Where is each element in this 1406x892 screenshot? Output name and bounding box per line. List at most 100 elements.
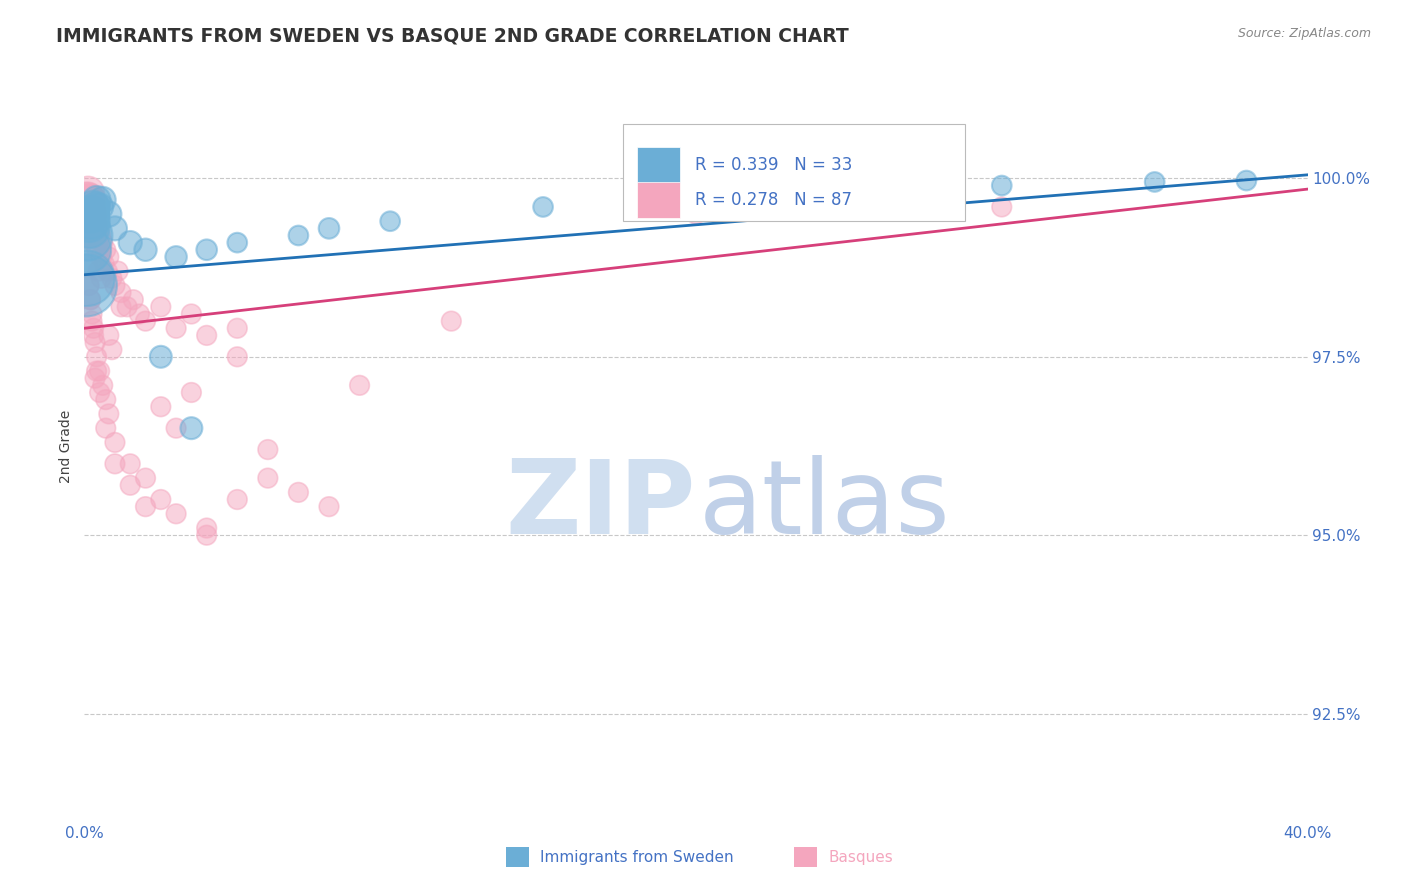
Point bbox=[120, 457, 142, 471]
Point bbox=[104, 435, 127, 450]
Point bbox=[79, 221, 101, 235]
Point bbox=[104, 221, 127, 235]
Point bbox=[77, 200, 100, 214]
Point bbox=[93, 257, 115, 271]
Point bbox=[149, 300, 172, 314]
Point bbox=[77, 278, 100, 293]
Point bbox=[180, 307, 202, 321]
Bar bbox=[637, 182, 681, 218]
Point bbox=[89, 364, 111, 378]
Point bbox=[76, 257, 98, 271]
Point bbox=[77, 193, 100, 207]
Point bbox=[1236, 173, 1258, 187]
Point bbox=[101, 271, 124, 285]
Point bbox=[180, 385, 202, 400]
Point bbox=[165, 250, 187, 264]
Point bbox=[94, 392, 117, 407]
Point bbox=[94, 243, 117, 257]
Point bbox=[82, 221, 104, 235]
Point bbox=[91, 193, 114, 207]
Point bbox=[91, 378, 114, 392]
FancyBboxPatch shape bbox=[623, 124, 965, 221]
Point bbox=[97, 250, 120, 264]
Text: ZIP: ZIP bbox=[506, 456, 696, 557]
Point bbox=[195, 328, 218, 343]
Point bbox=[97, 207, 120, 221]
Point bbox=[115, 300, 138, 314]
Point bbox=[135, 471, 157, 485]
Point bbox=[226, 321, 249, 335]
Point bbox=[104, 457, 127, 471]
Text: IMMIGRANTS FROM SWEDEN VS BASQUE 2ND GRADE CORRELATION CHART: IMMIGRANTS FROM SWEDEN VS BASQUE 2ND GRA… bbox=[56, 27, 849, 45]
Point bbox=[90, 250, 112, 264]
Point bbox=[318, 221, 340, 235]
Point bbox=[257, 471, 280, 485]
Text: Immigrants from Sweden: Immigrants from Sweden bbox=[540, 850, 734, 864]
Point bbox=[97, 328, 120, 343]
Point bbox=[97, 407, 120, 421]
Point bbox=[77, 186, 100, 200]
Point bbox=[80, 314, 103, 328]
Point bbox=[80, 200, 103, 214]
Point bbox=[80, 307, 103, 321]
Point bbox=[83, 207, 105, 221]
Point bbox=[122, 293, 145, 307]
Point bbox=[135, 314, 157, 328]
Text: atlas: atlas bbox=[699, 456, 950, 557]
Point bbox=[195, 528, 218, 542]
Point bbox=[83, 321, 105, 335]
Point bbox=[440, 314, 463, 328]
Point bbox=[76, 228, 98, 243]
Point bbox=[380, 214, 402, 228]
Point bbox=[80, 207, 103, 221]
Point bbox=[86, 221, 108, 235]
Point bbox=[79, 193, 101, 207]
Point bbox=[226, 350, 249, 364]
Point bbox=[77, 243, 100, 257]
Point bbox=[86, 350, 108, 364]
Bar bbox=[637, 147, 681, 183]
Point bbox=[180, 421, 202, 435]
Point bbox=[110, 300, 132, 314]
Point bbox=[120, 478, 142, 492]
Point bbox=[226, 492, 249, 507]
Point bbox=[84, 214, 107, 228]
Point bbox=[287, 228, 309, 243]
Point bbox=[91, 235, 114, 250]
Point bbox=[76, 193, 98, 207]
Point bbox=[101, 343, 124, 357]
Point bbox=[75, 221, 97, 235]
Point bbox=[531, 200, 554, 214]
Point bbox=[75, 278, 97, 293]
Point bbox=[84, 371, 107, 385]
Point bbox=[165, 321, 187, 335]
Point bbox=[76, 193, 98, 207]
Point bbox=[90, 271, 112, 285]
Point bbox=[82, 214, 104, 228]
Y-axis label: 2nd Grade: 2nd Grade bbox=[59, 409, 73, 483]
Point bbox=[76, 200, 98, 214]
Point bbox=[685, 193, 707, 207]
Point bbox=[83, 228, 105, 243]
Point bbox=[94, 421, 117, 435]
Bar bbox=[794, 847, 817, 867]
Point bbox=[149, 400, 172, 414]
Point bbox=[257, 442, 280, 457]
Point bbox=[83, 207, 105, 221]
Text: Source: ZipAtlas.com: Source: ZipAtlas.com bbox=[1237, 27, 1371, 40]
Point bbox=[287, 485, 309, 500]
Point bbox=[87, 243, 110, 257]
Text: Basques: Basques bbox=[828, 850, 893, 864]
Point bbox=[318, 500, 340, 514]
Point bbox=[226, 235, 249, 250]
Point bbox=[83, 328, 105, 343]
Point bbox=[349, 378, 371, 392]
Point bbox=[195, 243, 218, 257]
Point bbox=[104, 278, 127, 293]
Point bbox=[685, 207, 707, 221]
Point bbox=[84, 335, 107, 350]
Point bbox=[165, 507, 187, 521]
Point bbox=[86, 193, 108, 207]
Point bbox=[80, 214, 103, 228]
Point bbox=[149, 350, 172, 364]
